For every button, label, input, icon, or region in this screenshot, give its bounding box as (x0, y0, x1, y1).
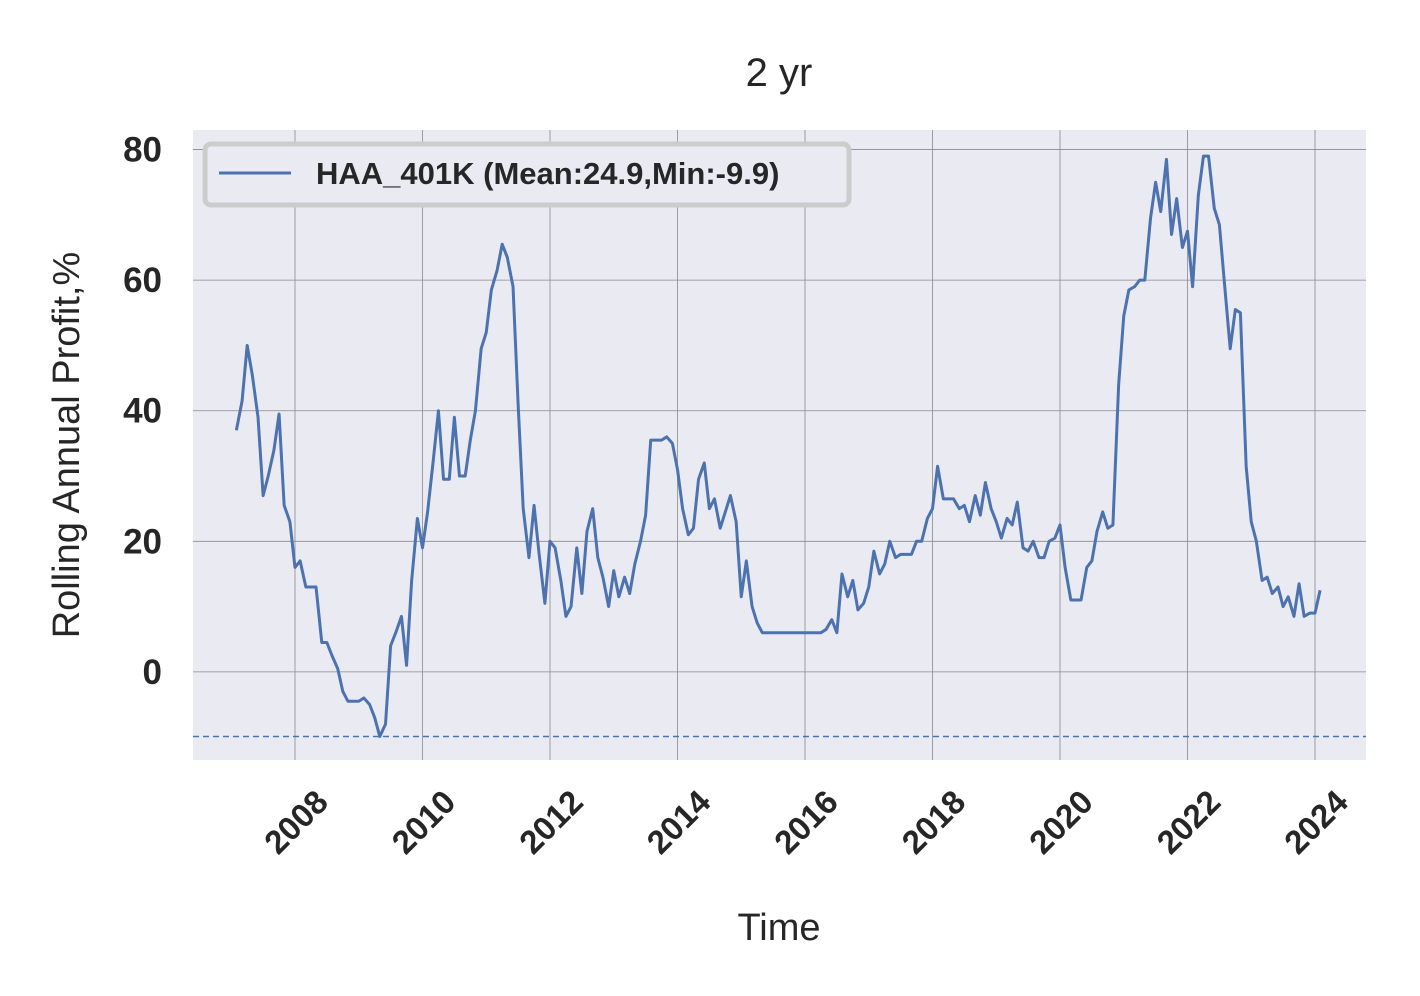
x-tick-label: 2020 (1022, 783, 1100, 861)
legend-label: HAA_401K (Mean:24.9,Min:-9.9) (316, 156, 779, 191)
x-tick-label: 2016 (767, 783, 845, 861)
grid (193, 130, 1366, 760)
x-tick-label: 2024 (1277, 782, 1356, 861)
x-tick-label: 2018 (894, 783, 972, 861)
x-tick-labels: 2008 2010 2012 2014 2016 2018 2020 2022 2024 (257, 782, 1356, 861)
y-axis-label: Rolling Annual Profit,% (46, 252, 88, 639)
legend: HAA_401K (Mean:24.9,Min:-9.9) (202, 141, 852, 208)
y-tick-label: 80 (123, 131, 162, 170)
y-tick-label: 20 (123, 522, 162, 561)
x-tick-label: 2022 (1149, 783, 1227, 861)
x-tick-label: 2008 (257, 783, 335, 861)
x-tick-label: 2010 (384, 783, 462, 861)
plot-area (193, 130, 1366, 760)
x-axis-label: Time (737, 907, 820, 949)
series-group (234, 154, 1322, 738)
y-tick-label: 40 (123, 392, 162, 431)
legend-box (202, 141, 852, 208)
y-tick-label: 0 (143, 653, 162, 692)
y-tick-label: 60 (123, 261, 162, 300)
chart-title: 2 yr (746, 51, 813, 95)
y-tick-labels: 80 60 40 20 0 (123, 131, 162, 692)
series-line (234, 154, 1322, 738)
x-tick-label: 2012 (512, 783, 590, 861)
x-tick-label: 2014 (639, 782, 718, 861)
